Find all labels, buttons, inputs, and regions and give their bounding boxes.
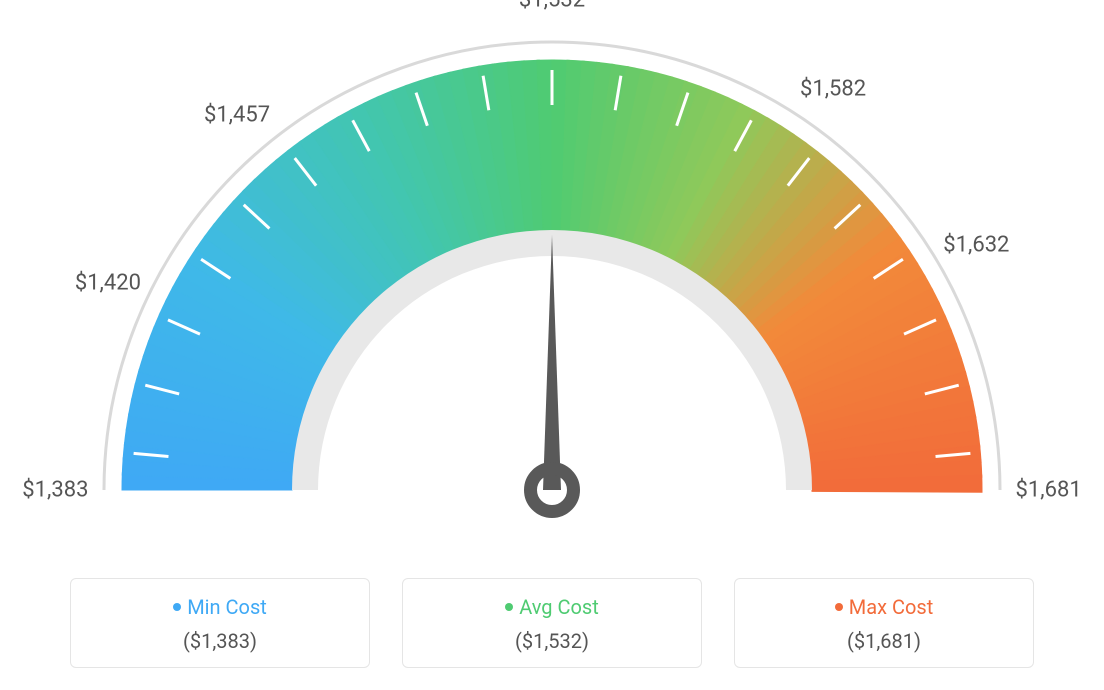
legend-card-max: Max Cost ($1,681): [734, 578, 1034, 668]
gauge-tick-label: $1,532: [519, 0, 585, 13]
legend-max-title: Max Cost: [735, 595, 1033, 619]
dot-icon: [173, 603, 181, 611]
legend-avg-label: Avg Cost: [519, 595, 599, 619]
legend-avg-value: ($1,532): [403, 629, 701, 653]
legend-row: Min Cost ($1,383) Avg Cost ($1,532) Max …: [0, 578, 1104, 668]
legend-max-label: Max Cost: [849, 595, 934, 619]
gauge-tick-label: $1,582: [800, 76, 866, 101]
cost-gauge-widget: $1,383 $1,420 $1,457 $1,532 $1,582 $1,632 $1,6…: [0, 0, 1104, 690]
legend-card-min: Min Cost ($1,383): [70, 578, 370, 668]
gauge-tick-label: $1,420: [75, 270, 141, 295]
legend-card-avg: Avg Cost ($1,532): [402, 578, 702, 668]
legend-avg-title: Avg Cost: [403, 595, 701, 619]
legend-min-title: Min Cost: [71, 595, 369, 619]
legend-min-value: ($1,383): [71, 629, 369, 653]
legend-max-value: ($1,681): [735, 629, 1033, 653]
gauge-tick-label: $1,457: [204, 102, 270, 127]
gauge-tick-label: $1,383: [22, 478, 88, 503]
gauge-tick-label: $1,681: [1016, 478, 1082, 503]
dot-icon: [505, 603, 513, 611]
gauge-area: $1,383 $1,420 $1,457 $1,532 $1,582 $1,632 $1,6…: [0, 0, 1104, 560]
legend-min-label: Min Cost: [187, 595, 267, 619]
gauge-chart: [0, 0, 1104, 560]
gauge-tick-label: $1,632: [943, 233, 1009, 258]
dot-icon: [835, 603, 843, 611]
